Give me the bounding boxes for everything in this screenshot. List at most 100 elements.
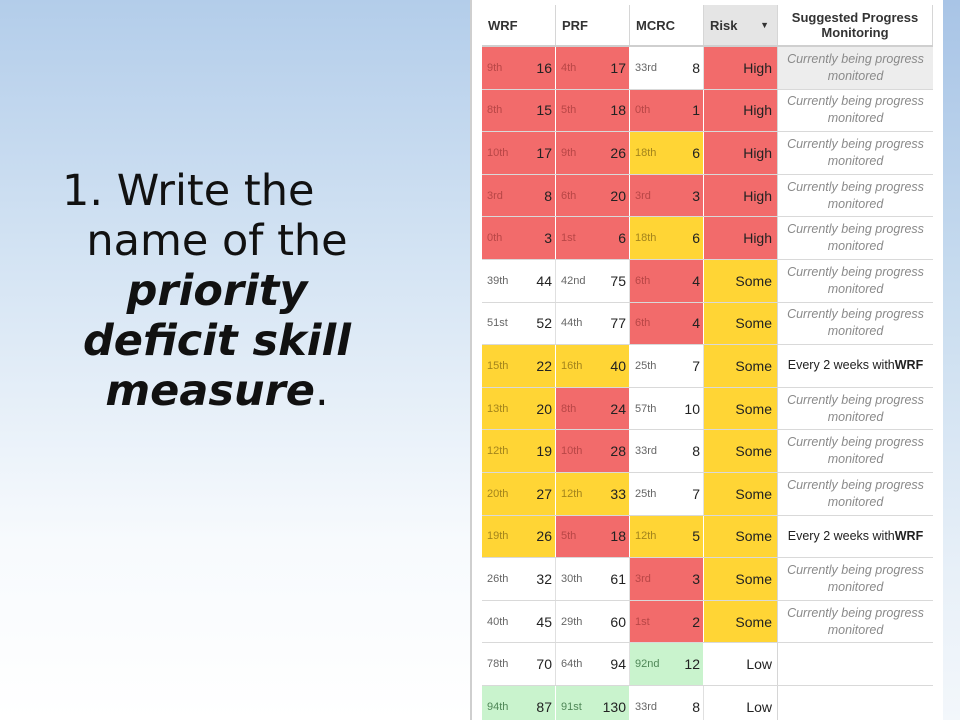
- wrf-score-cell: 3rd 8: [482, 174, 556, 217]
- wrf-percentile: 39th: [487, 274, 509, 287]
- risk-level-cell: High: [704, 47, 778, 89]
- table-row[interactable]: 8th 15 5th 18 0th 1 High Currently being progre…: [482, 89, 933, 133]
- wrf-percentile: 19th: [487, 530, 509, 543]
- table-row[interactable]: 39th 44 42nd 75 6th 4 Some Currently being prog…: [482, 259, 933, 303]
- header-spm-line-1: Suggested Progress: [791, 10, 919, 25]
- risk-level-cell: Low: [704, 685, 778, 720]
- progress-monitoring-cell: Currently being progress monitored: [778, 132, 933, 174]
- progress-monitoring-measure[interactable]: WRF: [894, 358, 924, 373]
- header-wrf[interactable]: WRF: [482, 5, 556, 45]
- prompt-line-5: measure.: [52, 366, 382, 416]
- table-row[interactable]: 12th 19 10th 28 33rd 8 Some Currently being pro…: [482, 430, 933, 473]
- progress-monitoring-text: Currently being progress monitored: [787, 51, 924, 83]
- mcrc-score: 12: [684, 656, 700, 673]
- prf-percentile: 91st: [561, 700, 582, 713]
- prf-score: 130: [602, 698, 626, 715]
- prf-score-cell: 5th 18: [556, 515, 630, 558]
- table-row[interactable]: 10th 17 9th 26 18th 6 High Currently being prog…: [482, 132, 933, 175]
- screening-table: WRF PRF MCRC Risk ▼ Suggested Progress M…: [482, 5, 933, 720]
- prf-score: 20: [610, 187, 626, 204]
- mcrc-score: 10: [684, 400, 700, 417]
- progress-monitoring-cell: Currently being progress monitored: [778, 473, 933, 515]
- progress-monitoring-text: Every 2 weeks with: [787, 528, 895, 543]
- mcrc-percentile: 33rd: [635, 445, 658, 458]
- risk-level-cell: Some: [704, 515, 778, 558]
- mcrc-score: 8: [692, 443, 700, 460]
- prf-percentile: 10th: [561, 445, 583, 458]
- mcrc-score-cell: 18th 6: [630, 132, 704, 174]
- prf-score-cell: 10th 28: [556, 430, 630, 472]
- risk-level-cell: Some: [704, 387, 778, 430]
- table-row[interactable]: 51st 52 44th 77 6th 4 Some Currently being prog…: [482, 302, 933, 346]
- prf-score: 24: [610, 400, 626, 417]
- mcrc-score: 4: [692, 272, 700, 289]
- wrf-percentile: 12th: [487, 445, 509, 458]
- prf-percentile: 64th: [561, 658, 583, 671]
- table-row[interactable]: 26th 32 30th 61 3rd 3 Some Currently being prog…: [482, 558, 933, 601]
- progress-monitoring-cell: Currently being progress monitored: [778, 47, 933, 89]
- mcrc-score: 8: [692, 698, 700, 715]
- wrf-score: 26: [536, 528, 552, 545]
- wrf-score: 3: [544, 230, 552, 247]
- table-row[interactable]: 3rd 8 6th 20 3rd 3 High Currently being progres…: [482, 174, 933, 218]
- prf-score: 40: [610, 357, 626, 374]
- mcrc-percentile: 1st: [635, 615, 650, 628]
- mcrc-score-cell: 3rd 3: [630, 558, 704, 600]
- prf-score-cell: 64th 94: [556, 643, 630, 685]
- wrf-score: 87: [536, 698, 552, 715]
- wrf-percentile: 15th: [487, 359, 509, 372]
- mcrc-score-cell: 25th 7: [630, 472, 704, 515]
- mcrc-score-cell: 12th 5: [630, 515, 704, 558]
- table-row[interactable]: 78th 70 64th 94 92nd 12 Low: [482, 643, 933, 686]
- table-row[interactable]: 15th 22 16th 40 25th 7 Some Every 2 weeks with …: [482, 345, 933, 388]
- prf-score: 6: [618, 230, 626, 247]
- progress-monitoring-text: Currently being progress monitored: [787, 264, 924, 296]
- progress-monitoring-text: Currently being progress monitored: [787, 435, 924, 467]
- sort-descending-icon[interactable]: ▼: [760, 20, 769, 30]
- progress-monitoring-cell: Every 2 weeks with WRF: [778, 516, 933, 558]
- wrf-score-cell: 10th 17: [482, 132, 556, 174]
- wrf-percentile: 78th: [487, 658, 509, 671]
- progress-monitoring-cell: Currently being progress monitored: [778, 260, 933, 302]
- table-row[interactable]: 20th 27 12th 33 25th 7 Some Currently being pro…: [482, 472, 933, 516]
- table-row[interactable]: 19th 26 5th 18 12th 5 Some Every 2 weeks with W…: [482, 515, 933, 559]
- wrf-score-cell: 78th 70: [482, 643, 556, 685]
- header-suggested-progress-monitoring[interactable]: Suggested Progress Monitoring: [778, 5, 933, 45]
- wrf-score-cell: 13th 20: [482, 387, 556, 430]
- header-prf[interactable]: PRF: [556, 5, 630, 45]
- header-risk[interactable]: Risk ▼: [704, 5, 778, 45]
- header-mcrc[interactable]: MCRC: [630, 5, 704, 45]
- table-row[interactable]: 40th 45 29th 60 1st 2 Some Currently being prog…: [482, 600, 933, 644]
- table-row[interactable]: 94th 87 91st 130 33rd 8 Low: [482, 685, 933, 720]
- prf-score-cell: 6th 20: [556, 174, 630, 217]
- progress-monitoring-text: Currently being progress monitored: [787, 392, 924, 424]
- wrf-score: 19: [536, 443, 552, 460]
- prf-percentile: 8th: [561, 402, 577, 415]
- mcrc-score: 1: [692, 102, 700, 119]
- progress-monitoring-measure[interactable]: WRF: [894, 528, 924, 543]
- progress-monitoring-cell: Currently being progress monitored: [778, 388, 933, 430]
- wrf-score: 32: [536, 570, 552, 587]
- table-row[interactable]: 9th 16 4th 17 33rd 8 High Currently being progr…: [482, 47, 933, 90]
- prf-score-cell: 30th 61: [556, 558, 630, 600]
- wrf-score: 52: [536, 315, 552, 332]
- table-row[interactable]: 13th 20 8th 24 57th 10 Some Currently being pro…: [482, 387, 933, 431]
- prf-score-cell: 29th 60: [556, 600, 630, 643]
- prf-score-cell: 91st 130: [556, 685, 630, 720]
- wrf-score: 16: [536, 59, 552, 76]
- table-body: 9th 16 4th 17 33rd 8 High Currently being progr…: [482, 47, 933, 720]
- prf-score: 33: [610, 485, 626, 502]
- mcrc-score: 3: [692, 570, 700, 587]
- mcrc-percentile: 18th: [635, 232, 657, 245]
- progress-monitoring-cell: Currently being progress monitored: [778, 601, 933, 643]
- progress-monitoring-text: Currently being progress monitored: [787, 562, 924, 594]
- risk-level-cell: Some: [704, 600, 778, 643]
- wrf-percentile: 51st: [487, 317, 508, 330]
- slide-edge-decoration: [943, 0, 960, 720]
- wrf-score-cell: 12th 19: [482, 430, 556, 472]
- prf-score-cell: 12th 33: [556, 472, 630, 515]
- mcrc-score: 8: [692, 59, 700, 76]
- wrf-percentile: 9th: [487, 61, 503, 74]
- table-row[interactable]: 0th 3 1st 6 18th 6 High Currently being progres…: [482, 217, 933, 260]
- prf-score: 26: [610, 144, 626, 161]
